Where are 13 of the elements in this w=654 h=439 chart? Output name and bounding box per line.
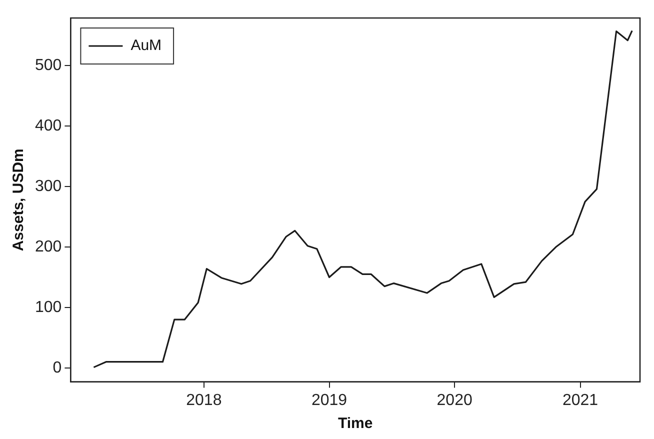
x-tick-label: 2019: [311, 392, 348, 409]
y-tick-label: 0: [52, 359, 62, 376]
x-tick-label: 2020: [436, 392, 472, 409]
y-tick-label: 500: [34, 57, 62, 74]
x-tick-label: 2018: [186, 392, 222, 409]
y-tick-label: 200: [34, 238, 62, 256]
y-tick-label: 300: [34, 178, 62, 196]
x-tick-label: 2021: [562, 392, 598, 409]
y-tick-label: 100: [34, 298, 62, 316]
x-axis-title: Time: [338, 415, 373, 432]
y-tick-label: 400: [34, 118, 62, 135]
legend-label: AuM: [130, 37, 162, 54]
y-axis-title: Assets, USDm: [10, 148, 28, 252]
